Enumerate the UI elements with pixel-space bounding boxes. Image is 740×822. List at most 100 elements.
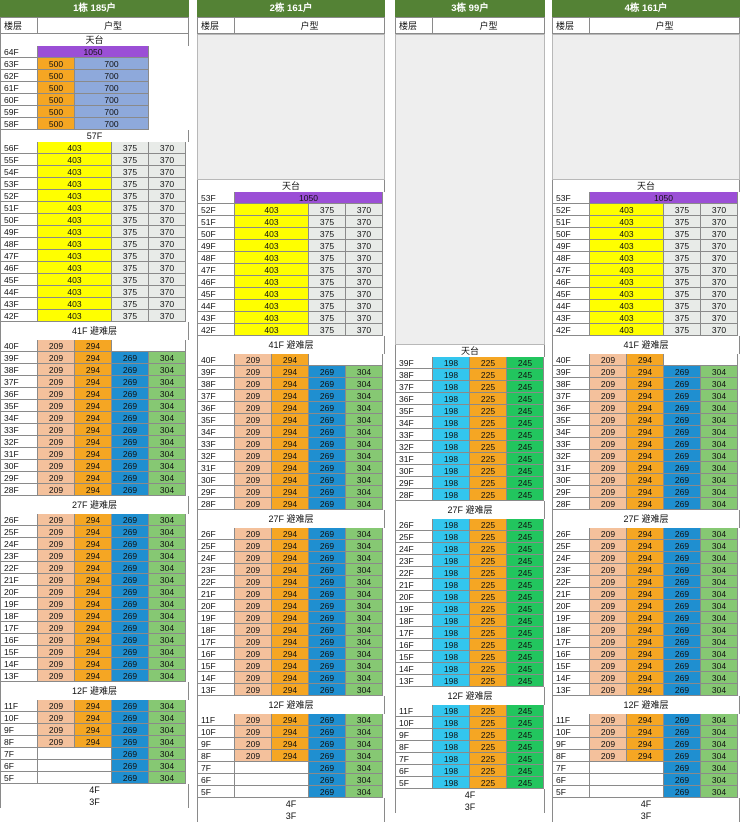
unit-area-cell: 375 <box>309 252 346 264</box>
unit-area-cell: 294 <box>272 660 309 672</box>
floor-number: 46F <box>197 276 235 288</box>
unit-area-cell: 209 <box>38 538 75 550</box>
unit-area-cell: 700 <box>75 94 149 106</box>
unit-area-cell: 225 <box>470 627 507 639</box>
floor-row: 23F 209 294 269 304 <box>0 550 189 562</box>
unit-area-cell: 209 <box>590 540 627 552</box>
unit-area-cell: 225 <box>470 591 507 603</box>
unit-area-cell: 370 <box>149 202 186 214</box>
unit-area-cell: 245 <box>507 441 544 453</box>
floor-number: 14F <box>0 658 38 670</box>
floor-row: 31F 198 225 245 <box>395 453 545 465</box>
floor-row: 33F 198 225 245 <box>395 429 545 441</box>
floor-number: 5F <box>197 786 235 798</box>
unit-area-cell: 269 <box>309 738 346 750</box>
floor-number: 21F <box>395 579 433 591</box>
unit-area-cell: 198 <box>433 591 470 603</box>
unit-area-cell: 269 <box>309 600 346 612</box>
floor-row: 49F 403 375 370 <box>197 240 385 252</box>
unit-area-cell: 245 <box>507 417 544 429</box>
unit-area-cell: 269 <box>664 762 701 774</box>
unit-area-cell: 269 <box>309 714 346 726</box>
floor-row: 10F 209 294 269 304 <box>197 726 385 738</box>
unit-area-cell: 245 <box>507 639 544 651</box>
unit-area-cell: 269 <box>664 564 701 576</box>
unit-area-cell: 403 <box>38 226 112 238</box>
floor-number: 63F <box>0 58 38 70</box>
unit-area-cell: 304 <box>346 474 383 486</box>
unit-area-cell: 225 <box>470 753 507 765</box>
unit-area-cell: 269 <box>664 438 701 450</box>
unit-area-cell: 269 <box>664 462 701 474</box>
unit-area-cell: 198 <box>433 741 470 753</box>
floor-row: 32F 209 294 269 304 <box>0 436 189 448</box>
floor-row: 11F 209 294 269 304 <box>197 714 385 726</box>
unit-area-cell <box>590 762 664 774</box>
unit-area-cell: 304 <box>149 538 186 550</box>
floor-number: 38F <box>197 378 235 390</box>
unit-area-cell: 403 <box>38 178 112 190</box>
unit-area-cell: 225 <box>470 543 507 555</box>
unit-area-cell: 209 <box>235 366 272 378</box>
unit-area-cell: 245 <box>507 393 544 405</box>
floor-number: 17F <box>395 627 433 639</box>
unit-area-cell: 245 <box>507 567 544 579</box>
unit-area-cell: 209 <box>38 712 75 724</box>
unit-area-cell: 304 <box>149 670 186 682</box>
unit-area-cell: 209 <box>38 724 75 736</box>
unit-area-cell: 403 <box>590 204 664 216</box>
floor-number: 50F <box>552 228 590 240</box>
unit-area-cell: 1050 <box>235 192 383 204</box>
floor-number: 16F <box>552 648 590 660</box>
unit-area-cell: 269 <box>664 750 701 762</box>
floor-number: 10F <box>395 717 433 729</box>
unit-area-cell: 225 <box>470 705 507 717</box>
floor-row: 35F 209 294 269 304 <box>197 414 385 426</box>
unit-area-cell: 304 <box>149 736 186 748</box>
unit-area-cell: 209 <box>38 484 75 496</box>
unit-area-cell: 294 <box>75 610 112 622</box>
floor-number: 8F <box>0 736 38 748</box>
unit-area-cell: 370 <box>701 288 738 300</box>
floor-row: 15F 198 225 245 <box>395 651 545 663</box>
unit-area-cell: 294 <box>272 726 309 738</box>
floor-row: 46F 403 375 370 <box>197 276 385 288</box>
unit-area-cell: 269 <box>664 576 701 588</box>
floor-row: 28F 209 294 269 304 <box>0 484 189 496</box>
floor-row: 39F 198 225 245 <box>395 357 545 369</box>
unit-area-cell: 294 <box>75 724 112 736</box>
unit-area-cell: 209 <box>235 750 272 762</box>
unit-area-cell: 304 <box>701 474 738 486</box>
floor-number: 13F <box>0 670 38 682</box>
unit-area-cell: 304 <box>346 738 383 750</box>
unit-area-cell: 198 <box>433 753 470 765</box>
unit-area-cell: 245 <box>507 465 544 477</box>
floor-number: 50F <box>0 214 38 226</box>
floor-row: 14F 209 294 269 304 <box>197 672 385 684</box>
floor-row: 43F 403 375 370 <box>552 312 740 324</box>
floor-number: 11F <box>552 714 590 726</box>
unit-area-cell: 269 <box>112 724 149 736</box>
unit-area-cell: 209 <box>590 414 627 426</box>
unit-area-cell: 209 <box>590 588 627 600</box>
unit-area-cell: 304 <box>701 660 738 672</box>
floor-row: 17F 209 294 269 304 <box>197 636 385 648</box>
floor-number: 60F <box>0 94 38 106</box>
floor-number: 35F <box>395 405 433 417</box>
floor-number: 30F <box>552 474 590 486</box>
unit-area-cell: 269 <box>112 622 149 634</box>
floor-number: 36F <box>0 388 38 400</box>
floor-row: 37F 209 294 269 304 <box>197 390 385 402</box>
floor-number: 17F <box>0 622 38 634</box>
unit-area-cell: 209 <box>38 634 75 646</box>
unit-area-cell: 304 <box>149 586 186 598</box>
floor-number: 39F <box>197 366 235 378</box>
refuge-floor-label: 27F 避难层 <box>552 510 740 528</box>
unit-area-cell: 209 <box>590 378 627 390</box>
unit-area-cell: 225 <box>470 369 507 381</box>
unit-area-cell: 304 <box>346 564 383 576</box>
unit-area-cell: 375 <box>112 298 149 310</box>
unit-area-cell: 198 <box>433 567 470 579</box>
floor-row: 39F 209 294 269 304 <box>197 366 385 378</box>
floor-number: 48F <box>552 252 590 264</box>
